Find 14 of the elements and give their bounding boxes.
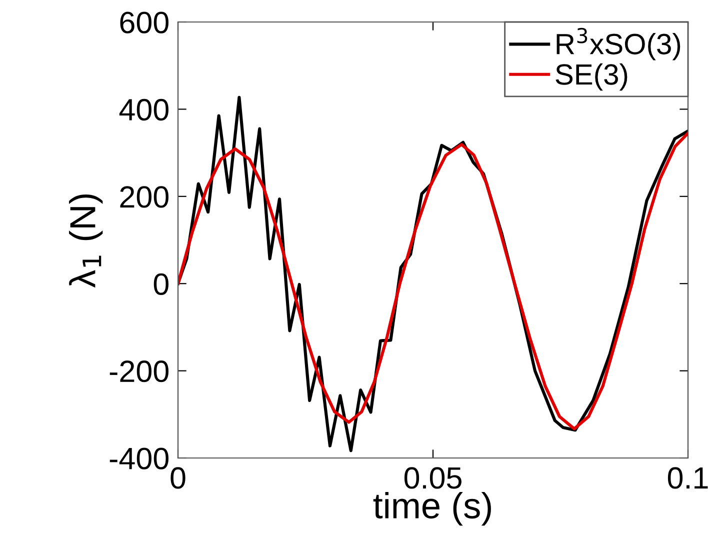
line-series <box>178 132 688 430</box>
y-tick-label: 200 <box>120 186 168 208</box>
x-axis-title: time (s) <box>373 492 491 526</box>
y-tick-label: -400 <box>110 448 168 470</box>
y-tick-label: 600 <box>120 12 168 34</box>
y-axis-title: λ$_{1}$ (N) <box>69 194 103 288</box>
x-tick-label: 0.1 <box>668 467 708 489</box>
y-tick-label: 0 <box>154 273 168 295</box>
x-tick-label: 0.05 <box>404 467 462 489</box>
legend-label: R$^{3}$xSO(3) <box>556 28 680 60</box>
legend-label: SE(3) <box>556 63 628 91</box>
y-tick-label: 400 <box>119 98 168 121</box>
x-tick-label: 0 <box>170 467 186 489</box>
y-tick-label: -200 <box>110 360 168 382</box>
